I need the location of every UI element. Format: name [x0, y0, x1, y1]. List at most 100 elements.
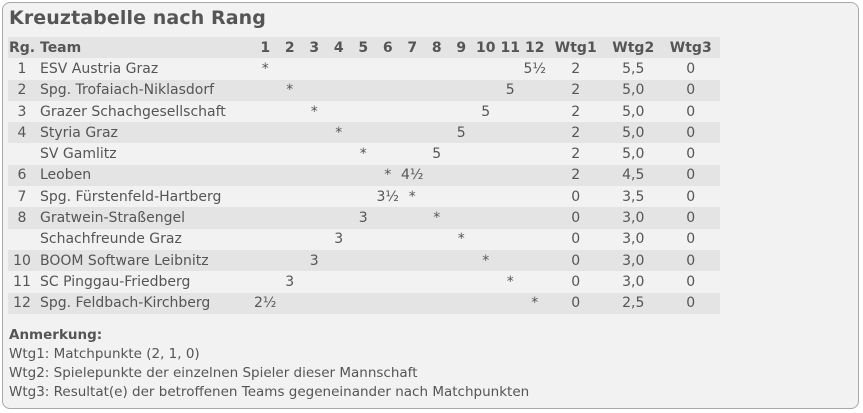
wtg3-cell: 0	[686, 231, 696, 248]
wtg1-cell: 2	[571, 103, 581, 120]
wtg1-cell: 0	[571, 188, 581, 205]
result-cell: 5½	[523, 60, 546, 77]
header-round: 2	[277, 37, 302, 59]
result-cell	[326, 207, 351, 229]
wtg2-cell: 4,5	[604, 164, 662, 187]
result-cell	[473, 164, 498, 187]
result-cell	[424, 79, 449, 101]
result-cell	[425, 271, 450, 292]
result-cell: *	[310, 103, 318, 120]
result-cell	[327, 101, 352, 122]
rank-cell: 7	[17, 188, 27, 205]
crosstable: Rg. Team 1 2 3 4 5 6 7 8 9 10 11 12 Wtg1…	[8, 37, 720, 314]
result-cell	[277, 292, 302, 314]
team-cell: Spg. Fürstenfeld-Hartberg	[40, 188, 222, 205]
result-cell: 3	[285, 273, 295, 290]
result-cell	[302, 229, 327, 250]
result-cell	[449, 58, 474, 79]
result-cell	[522, 164, 547, 187]
result-cell	[351, 249, 376, 272]
result-cell	[473, 292, 498, 314]
result-cell	[400, 249, 425, 272]
wtg3-cell: 0	[686, 103, 696, 120]
wtg1-cell: 0	[547, 207, 605, 229]
team-cell: Spg. Feldbach-Kirchberg	[36, 292, 253, 314]
header-round: 7	[400, 37, 425, 59]
result-cell: *	[408, 188, 416, 205]
wtg3-cell: 0	[662, 164, 720, 187]
wtg1-cell: 2	[571, 146, 581, 163]
result-cell	[449, 271, 474, 292]
result-cell	[327, 186, 352, 207]
header-round: 11	[498, 37, 523, 59]
note-line: Wtg1: Matchpunkte (2, 1, 0)	[9, 346, 200, 362]
result-cell	[302, 207, 327, 229]
wtg3-cell: 0	[686, 60, 696, 77]
wtg1-cell: 0	[547, 292, 605, 314]
result-cell	[473, 79, 498, 101]
result-cell	[523, 101, 548, 122]
result-cell	[474, 58, 499, 79]
wtg3-cell: 0	[662, 249, 720, 272]
result-cell	[400, 122, 425, 144]
rank-cell: 4	[8, 122, 36, 144]
table-row: 10 BOOM Software Leibnitz 3 * 0 3,0 0	[8, 249, 720, 272]
result-cell	[498, 101, 523, 122]
result-cell	[449, 164, 474, 187]
notes: Anmerkung: Wtg1: Matchpunkte (2, 1, 0) W…	[9, 326, 529, 402]
result-cell: *	[457, 231, 465, 248]
wtg2-cell: 5,5	[622, 60, 645, 77]
rank-cell: 2	[8, 79, 36, 101]
result-cell: 3	[351, 207, 376, 229]
result-cell	[278, 186, 303, 207]
result-cell	[498, 122, 523, 144]
result-cell	[253, 249, 278, 272]
header-round: 3	[302, 37, 327, 59]
rank-cell: 6	[8, 164, 36, 187]
team-cell: Schachfreunde Graz	[40, 231, 182, 248]
result-cell: *	[326, 122, 351, 144]
result-cell	[522, 249, 547, 272]
table-row: 8 Gratwein-Straßengel 3 * 0 3,0 0	[8, 207, 720, 229]
result-cell	[253, 143, 278, 164]
result-cell	[400, 143, 425, 164]
wtg3-cell: 0	[686, 146, 696, 163]
wtg2-cell: 5,0	[604, 122, 662, 144]
result-cell	[327, 271, 352, 292]
header-wtg2: Wtg2	[604, 37, 662, 59]
result-cell	[375, 122, 400, 144]
result-cell	[425, 186, 450, 207]
wtg3-cell: 0	[686, 188, 696, 205]
team-cell: BOOM Software Leibnitz	[36, 249, 253, 272]
wtg2-cell: 5,0	[622, 103, 645, 120]
result-cell	[376, 143, 401, 164]
result-cell	[474, 143, 499, 164]
rank-cell	[8, 229, 36, 250]
result-cell	[400, 58, 425, 79]
result-cell: *	[277, 79, 302, 101]
result-cell: *	[261, 60, 269, 77]
result-cell	[449, 143, 474, 164]
result-cell	[253, 122, 278, 144]
result-cell	[376, 101, 401, 122]
wtg1-cell: 2	[571, 60, 581, 77]
result-cell	[351, 229, 376, 250]
table-row: 2 Spg. Trofaiach-Niklasdorf * 5 2 5,0 0	[8, 79, 720, 101]
wtg1-cell: 2	[547, 79, 605, 101]
note-line: Wtg3: Resultat(e) der betroffenen Teams …	[9, 384, 530, 400]
result-cell	[302, 164, 327, 187]
result-cell	[449, 186, 474, 207]
table-row: 7 Spg. Fürstenfeld-Hartberg 3½ * 0 3,5 0	[8, 186, 720, 207]
table-row: 4 Styria Graz * 5 2 5,0 0	[8, 122, 720, 144]
result-cell	[302, 271, 327, 292]
team-cell: Grazer Schachgesellschaft	[40, 103, 226, 120]
result-cell	[376, 271, 401, 292]
result-cell	[375, 292, 400, 314]
result-cell	[424, 164, 449, 187]
result-cell: *	[375, 164, 400, 187]
rank-cell: 3	[17, 103, 27, 120]
result-cell	[277, 122, 302, 144]
result-cell	[351, 79, 376, 101]
note-line: Wtg2: Spielepunkte der einzelnen Spieler…	[9, 365, 418, 381]
result-cell	[449, 79, 474, 101]
